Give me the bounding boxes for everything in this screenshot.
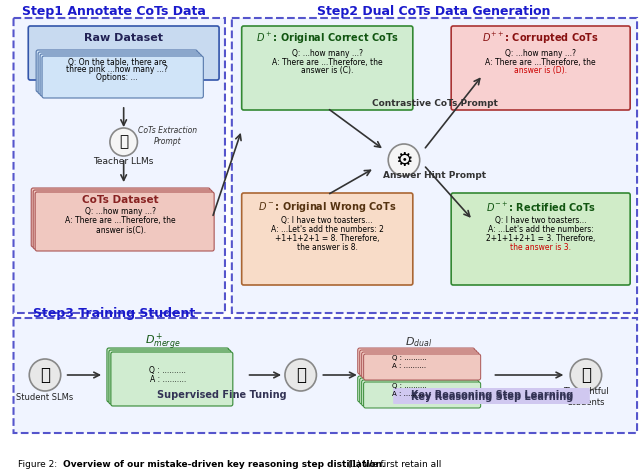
Text: Raw Dataset: Raw Dataset bbox=[84, 33, 163, 43]
Text: $D^{++}$: Corrupted CoTs: $D^{++}$: Corrupted CoTs bbox=[483, 31, 599, 46]
Text: A : ..........: A : .......... bbox=[150, 376, 186, 385]
Text: CoTs Dataset: CoTs Dataset bbox=[83, 195, 159, 205]
FancyBboxPatch shape bbox=[451, 193, 630, 285]
FancyBboxPatch shape bbox=[13, 318, 637, 433]
Text: CoTs Extraction
Prompt: CoTs Extraction Prompt bbox=[138, 126, 198, 146]
FancyBboxPatch shape bbox=[33, 190, 212, 249]
Text: Contrastive CoTs Prompt: Contrastive CoTs Prompt bbox=[371, 99, 497, 108]
Text: A: There are ...Therefore, the: A: There are ...Therefore, the bbox=[485, 58, 596, 67]
Text: $D^-$: Original Wrong CoTs: $D^-$: Original Wrong CoTs bbox=[258, 200, 397, 214]
Circle shape bbox=[29, 359, 61, 391]
FancyBboxPatch shape bbox=[35, 192, 214, 251]
FancyBboxPatch shape bbox=[242, 26, 413, 110]
Text: 2+1+1+2+1 = 3. Therefore,: 2+1+1+2+1 = 3. Therefore, bbox=[486, 235, 595, 244]
FancyBboxPatch shape bbox=[111, 352, 233, 406]
Text: A: ...Let's add the numbers: 2: A: ...Let's add the numbers: 2 bbox=[271, 226, 384, 235]
FancyBboxPatch shape bbox=[38, 52, 200, 94]
Text: Q : ..........: Q : .......... bbox=[150, 365, 186, 374]
FancyBboxPatch shape bbox=[40, 54, 202, 96]
FancyBboxPatch shape bbox=[360, 378, 477, 404]
Circle shape bbox=[285, 359, 316, 391]
Text: Thoughtful
Students: Thoughtful Students bbox=[563, 388, 609, 407]
Text: Q : ..........: Q : .......... bbox=[392, 383, 426, 389]
Text: A : ..........: A : .......... bbox=[392, 363, 426, 369]
Text: Q: ...how many ...?: Q: ...how many ...? bbox=[292, 49, 363, 58]
Text: the answer is 8.: the answer is 8. bbox=[297, 244, 358, 253]
FancyBboxPatch shape bbox=[42, 56, 204, 98]
FancyBboxPatch shape bbox=[28, 26, 219, 80]
FancyBboxPatch shape bbox=[36, 50, 197, 92]
FancyBboxPatch shape bbox=[232, 18, 637, 313]
Text: A : ..........: A : .......... bbox=[392, 391, 426, 397]
FancyBboxPatch shape bbox=[362, 352, 479, 378]
Text: Q: ...how many ...?: Q: ...how many ...? bbox=[85, 208, 156, 217]
Text: the answer is 3.: the answer is 3. bbox=[510, 244, 571, 253]
FancyBboxPatch shape bbox=[358, 376, 475, 402]
Text: 🤖: 🤖 bbox=[40, 366, 50, 384]
FancyBboxPatch shape bbox=[364, 382, 481, 408]
Text: 🤖: 🤖 bbox=[581, 366, 591, 384]
FancyBboxPatch shape bbox=[109, 350, 231, 404]
Text: +1+1+2+1 = 8. Therefore,: +1+1+2+1 = 8. Therefore, bbox=[275, 235, 380, 244]
Text: Key Reasoning Step Learning: Key Reasoning Step Learning bbox=[412, 390, 573, 400]
Text: Key Reasoning Step Learning: Key Reasoning Step Learning bbox=[412, 392, 573, 402]
FancyBboxPatch shape bbox=[358, 348, 475, 374]
Text: Q: ...how many ...?: Q: ...how many ...? bbox=[505, 49, 576, 58]
FancyBboxPatch shape bbox=[242, 193, 413, 285]
Text: Step3 Training Student: Step3 Training Student bbox=[33, 306, 195, 320]
FancyBboxPatch shape bbox=[393, 388, 590, 404]
Text: Q: On the table, there are: Q: On the table, there are bbox=[68, 58, 166, 67]
FancyBboxPatch shape bbox=[360, 350, 477, 376]
FancyBboxPatch shape bbox=[31, 188, 210, 247]
Text: A: There are ...Therefore, the: A: There are ...Therefore, the bbox=[65, 217, 176, 226]
Text: Step1 Annotate CoTs Data: Step1 Annotate CoTs Data bbox=[22, 6, 206, 18]
Text: Step2 Dual CoTs Data Generation: Step2 Dual CoTs Data Generation bbox=[317, 6, 550, 18]
FancyBboxPatch shape bbox=[362, 380, 479, 406]
Text: A: There are ...Therefore, the: A: There are ...Therefore, the bbox=[272, 58, 383, 67]
FancyBboxPatch shape bbox=[364, 354, 481, 380]
FancyBboxPatch shape bbox=[107, 348, 229, 402]
Text: Options: ...: Options: ... bbox=[96, 74, 138, 83]
Text: $D^+_{merge}$: $D^+_{merge}$ bbox=[145, 331, 180, 353]
Circle shape bbox=[110, 128, 138, 156]
Text: 🤖: 🤖 bbox=[119, 135, 128, 150]
Text: three pink ...how many ...?: three pink ...how many ...? bbox=[66, 66, 168, 75]
Text: answer is (C).: answer is (C). bbox=[301, 67, 353, 76]
Text: Overview of our mistake-driven key reasoning step distillation.: Overview of our mistake-driven key reaso… bbox=[63, 460, 385, 469]
Text: Supervised Fine Tuning: Supervised Fine Tuning bbox=[157, 390, 287, 400]
Text: Teacher LLMs: Teacher LLMs bbox=[93, 157, 154, 166]
Text: Answer Hint Prompt: Answer Hint Prompt bbox=[383, 170, 486, 179]
Text: answer is (D).: answer is (D). bbox=[514, 67, 567, 76]
Text: answer is(C).: answer is(C). bbox=[96, 226, 146, 235]
Text: Student SLMs: Student SLMs bbox=[17, 393, 74, 402]
Text: Figure 2:: Figure 2: bbox=[19, 460, 60, 469]
FancyBboxPatch shape bbox=[13, 18, 225, 313]
Circle shape bbox=[388, 144, 420, 176]
Text: $D^+$: Original Correct CoTs: $D^+$: Original Correct CoTs bbox=[256, 31, 399, 46]
Text: Q: I have two toasters...: Q: I have two toasters... bbox=[495, 217, 586, 226]
Text: A: ...Let's add the numbers:: A: ...Let's add the numbers: bbox=[488, 226, 593, 235]
Text: 🤖: 🤖 bbox=[296, 366, 306, 384]
Text: Q: I have two toasters...: Q: I have two toasters... bbox=[282, 217, 373, 226]
Text: $D_{dual}$: $D_{dual}$ bbox=[405, 335, 433, 349]
Text: $D^{-+}$: Rectified CoTs: $D^{-+}$: Rectified CoTs bbox=[486, 201, 596, 213]
Text: ⚙: ⚙ bbox=[396, 151, 413, 169]
Text: (1) We first retain all: (1) We first retain all bbox=[345, 460, 442, 469]
Text: Q : ..........: Q : .......... bbox=[392, 355, 426, 361]
Circle shape bbox=[570, 359, 602, 391]
FancyBboxPatch shape bbox=[451, 26, 630, 110]
